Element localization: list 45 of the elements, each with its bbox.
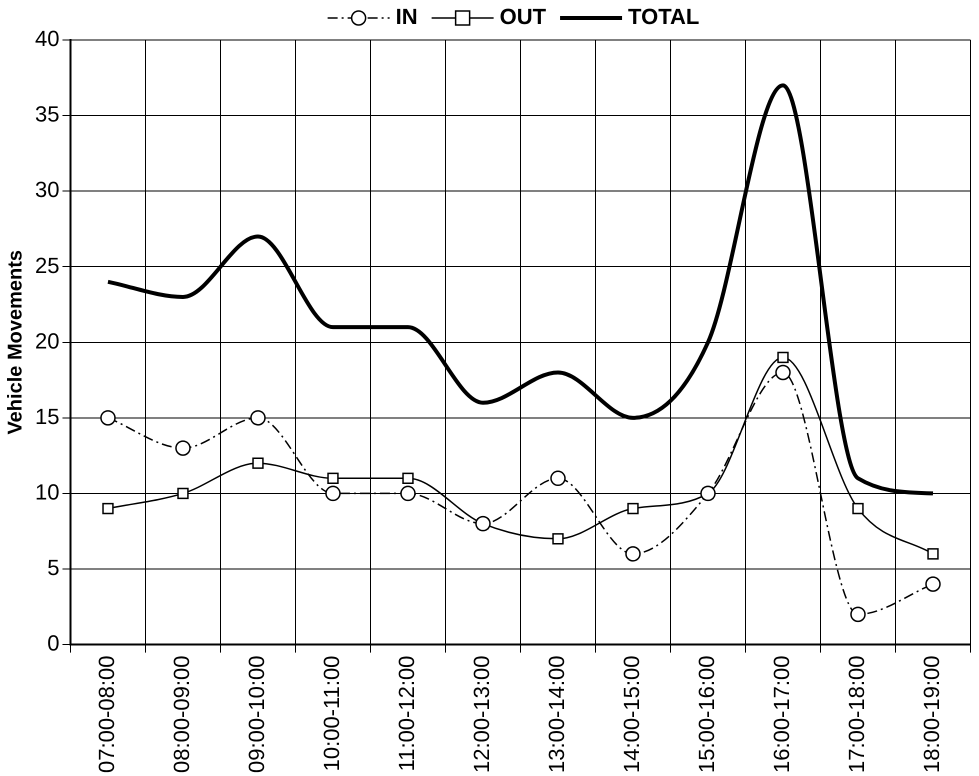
x-tick-label: 18:00-19:00 xyxy=(919,656,944,774)
point xyxy=(400,486,416,502)
point xyxy=(102,502,114,514)
x-tick-label: 07:00-08:00 xyxy=(94,656,120,774)
point xyxy=(252,457,264,469)
y-tick-label: 0 xyxy=(47,630,60,656)
x-tick-label: 10:00-11:00 xyxy=(319,656,344,772)
x-tick-label: 17:00-18:00 xyxy=(844,656,870,774)
x-tick-label: 09:00-10:00 xyxy=(244,656,270,774)
y-tick-label: 25 xyxy=(34,252,60,278)
point xyxy=(177,488,189,500)
x-tick-label: 08:00-09:00 xyxy=(169,656,194,774)
point xyxy=(627,502,639,514)
point xyxy=(250,410,266,426)
point xyxy=(625,546,641,562)
y-tick-label: 35 xyxy=(34,102,60,127)
x-tick-label: 16:00-17:00 xyxy=(769,656,794,774)
x-tick-label: 12:00-13:00 xyxy=(469,656,494,774)
point xyxy=(402,472,414,484)
point xyxy=(775,364,791,380)
y-tick-label: 10 xyxy=(34,479,60,504)
point xyxy=(550,470,566,486)
x-tick-label: 15:00-16:00 xyxy=(694,656,720,774)
y-axis-title: Vehicle Movements xyxy=(4,250,27,435)
point xyxy=(327,472,339,484)
legend-label: IN xyxy=(396,4,418,30)
y-tick-label: 15 xyxy=(34,404,60,429)
point xyxy=(927,548,939,560)
y-tick-label: 5 xyxy=(47,555,60,580)
legend-label: TOTAL xyxy=(628,4,700,30)
point xyxy=(552,533,564,544)
y-tick-label: 30 xyxy=(34,177,60,202)
x-tick-label: 14:00-15:00 xyxy=(619,656,644,774)
x-tick-label: 11:00-12:00 xyxy=(394,656,420,772)
point xyxy=(852,502,864,514)
x-tick-label: 13:00-14:00 xyxy=(544,656,570,774)
y-tick-label: 20 xyxy=(34,328,60,354)
y-tick-label: 40 xyxy=(34,26,60,52)
point xyxy=(100,410,116,426)
point xyxy=(925,576,941,592)
point xyxy=(325,486,341,502)
point xyxy=(175,440,191,456)
legend-label: OUT xyxy=(500,4,547,30)
point xyxy=(850,606,866,622)
point xyxy=(777,352,789,364)
